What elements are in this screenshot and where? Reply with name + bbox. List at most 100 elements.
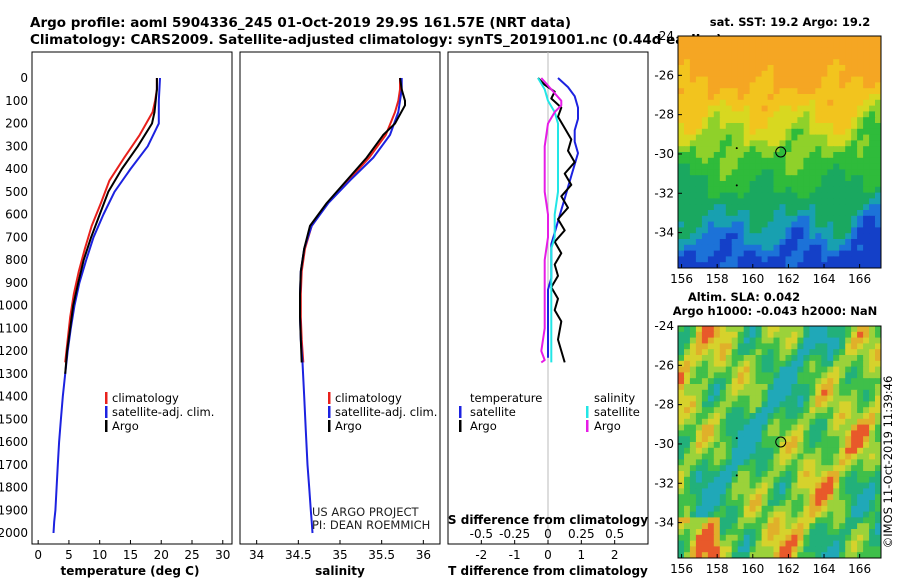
map-cell [797, 262, 804, 268]
map-cell [779, 546, 787, 553]
map-cell [701, 494, 709, 501]
map-cell [731, 82, 739, 89]
map-cell [785, 244, 793, 252]
map-cell [815, 349, 822, 356]
map-cell [821, 552, 828, 558]
map-cell [773, 331, 781, 339]
map-cell [689, 534, 697, 542]
map-cell [701, 360, 709, 368]
map-cell [863, 453, 870, 460]
map-cell [797, 65, 804, 72]
map-cell [839, 343, 846, 350]
map-cell [725, 517, 733, 524]
map-cell [839, 47, 846, 54]
map-cell [678, 331, 685, 339]
map-cell [821, 384, 828, 391]
map-cell [743, 53, 751, 60]
s-tick-label: -0.25 [499, 527, 530, 541]
map-cell [743, 169, 751, 176]
map-cell [845, 186, 852, 194]
map-cell [707, 88, 715, 95]
map-cell [761, 186, 769, 194]
map-cell [689, 430, 697, 437]
map-cell [863, 552, 870, 558]
map-cell [785, 349, 793, 356]
map-cell [845, 41, 852, 49]
map-cell [845, 70, 852, 78]
map-cell [779, 360, 787, 368]
map-cell [713, 540, 721, 547]
map-cell [761, 355, 769, 362]
map-cell [749, 221, 757, 228]
map-cell [821, 471, 828, 478]
map-cell [815, 534, 822, 542]
map-cell [833, 244, 840, 252]
map-cell [869, 511, 876, 518]
map-cell [755, 256, 763, 263]
map-cell [749, 482, 757, 489]
map-cell [678, 465, 685, 472]
map-cell [815, 117, 822, 124]
map-cell [803, 239, 810, 246]
map-cell [785, 447, 793, 455]
map-cell [785, 540, 793, 547]
map-cell [695, 459, 703, 466]
map-cell [821, 53, 828, 60]
map-cell [815, 262, 822, 268]
map-cell [743, 210, 751, 217]
map-cell [689, 186, 697, 194]
map-cell [815, 111, 822, 118]
map-cell [737, 505, 745, 513]
map-cell [785, 128, 793, 136]
map-cell [815, 505, 822, 513]
map-cell [869, 186, 876, 194]
map-cell [773, 134, 781, 141]
map-cell [767, 442, 775, 449]
map-cell [743, 534, 751, 542]
map-cell [761, 494, 769, 501]
map-cell [803, 146, 810, 153]
map-cell [875, 36, 881, 43]
map-cell [827, 389, 834, 397]
map-cell [803, 349, 810, 356]
temperature-plot-frame [31, 51, 233, 545]
map-cell [797, 128, 804, 136]
map-cell [821, 459, 828, 466]
map-cell [809, 384, 816, 391]
map-cell [851, 163, 858, 170]
map-cell [797, 395, 804, 402]
map-cell [797, 82, 804, 89]
map-cell [689, 256, 697, 263]
map-cell [695, 331, 703, 339]
map-cell [719, 430, 727, 437]
map-cell [857, 366, 864, 373]
map-cell [869, 36, 876, 43]
map-cell [701, 372, 709, 379]
map-cell [701, 401, 709, 408]
map-cell [815, 70, 822, 78]
map-cell [785, 157, 793, 165]
map-cell [845, 140, 852, 147]
map-cell [803, 210, 810, 217]
map-cell [767, 500, 775, 507]
map-cell [773, 239, 781, 246]
map-cell [689, 204, 697, 211]
map-cell [755, 146, 763, 153]
map-cell [851, 105, 858, 112]
map-cell [761, 123, 769, 130]
map-cell [695, 117, 703, 124]
map-cell [767, 471, 775, 478]
map-cell [761, 221, 769, 228]
map-cell [689, 459, 697, 466]
map-cell [821, 70, 828, 78]
s-difference-label: S difference from climatology [448, 513, 648, 527]
map-cell [779, 146, 787, 153]
map-cell [821, 326, 828, 333]
map-cell [755, 337, 763, 344]
map-cell [833, 227, 840, 234]
map-cell [785, 413, 793, 420]
map-cell [851, 198, 858, 205]
map-cell [737, 337, 745, 344]
map-cell [845, 134, 852, 141]
map-cell [773, 378, 781, 385]
